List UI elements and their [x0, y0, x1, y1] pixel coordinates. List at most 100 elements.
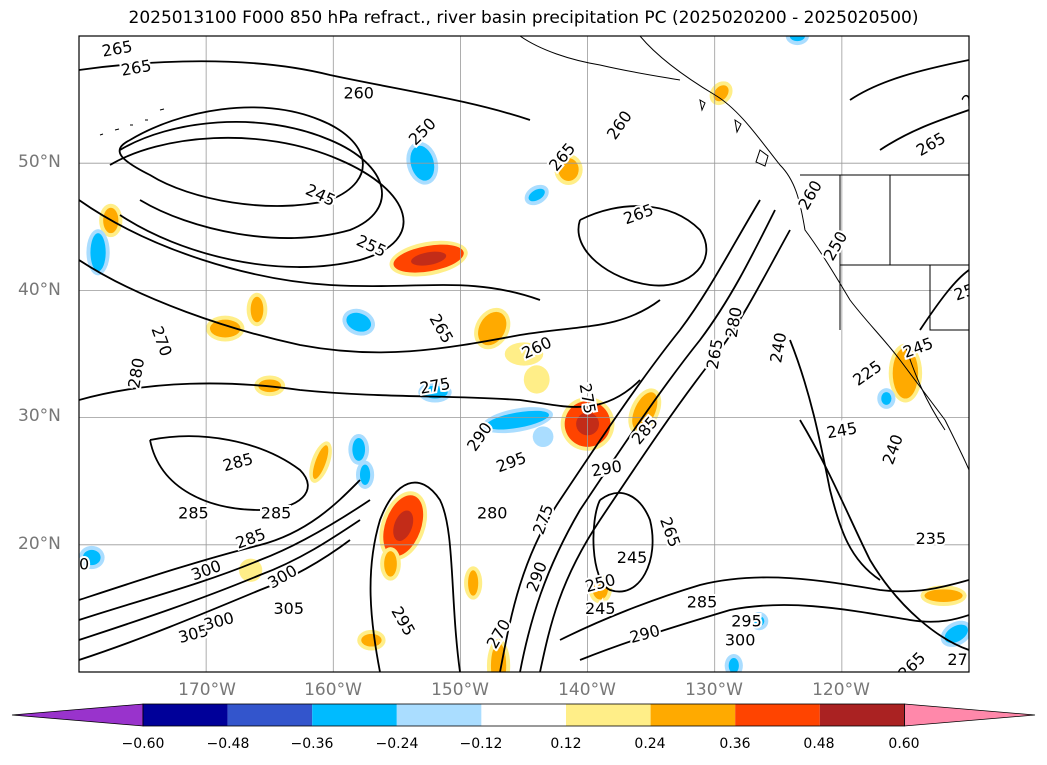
precip-core: [243, 562, 259, 578]
precip-core: [754, 616, 765, 627]
precip-core: [789, 36, 805, 42]
precip-blob: [379, 491, 428, 561]
colorbar-segment: [396, 704, 482, 726]
contour-label: 20: [69, 554, 89, 573]
precip-core: [632, 392, 658, 431]
colorbar-tick-label: −0.36: [290, 736, 334, 752]
contour-label: 285: [687, 593, 718, 612]
contour-line: [79, 519, 361, 641]
precip-blob: [464, 566, 483, 600]
contour-label: 260: [343, 84, 374, 103]
colorbar-tick-label: −0.48: [206, 736, 250, 752]
precip-core: [490, 642, 507, 672]
colorbar-tick-label: −0.60: [121, 736, 165, 752]
contour-line: [109, 136, 405, 268]
precip-core: [346, 312, 372, 332]
precip-blob: [380, 547, 401, 581]
colorbar-segment: [819, 704, 905, 726]
colorbar-tick-label: −0.24: [375, 736, 419, 752]
colorbar-segment: [227, 704, 313, 726]
precip-blob: [523, 365, 550, 394]
colorbar-tick-label: 0.60: [888, 736, 920, 752]
colorbar-segment: [312, 704, 397, 726]
precip-blob: [554, 154, 583, 186]
contour-label: 285: [261, 504, 292, 523]
colorbar-tick-label: 0.12: [550, 736, 582, 752]
precip-blob: [877, 388, 896, 409]
colorbar: [11, 703, 1036, 727]
contour-line: [789, 339, 881, 581]
contour-line: [499, 199, 761, 672]
precip-blob: [532, 426, 554, 448]
contour-line: [539, 229, 791, 672]
colorbar-outline: [142, 703, 905, 727]
precip-blob: [348, 433, 370, 465]
colorbar-over-arrow: [904, 703, 1036, 727]
precip-core: [892, 347, 919, 399]
contour-label: 305: [274, 599, 305, 618]
precip-peak: [411, 251, 447, 266]
contour-line: [79, 479, 361, 601]
contour-line: [577, 205, 708, 287]
figure-title: 2025013100 F000 850 hPa refract., river …: [128, 8, 919, 28]
contour-label: 280: [477, 504, 508, 523]
lat-tick-label: 40°N: [18, 280, 61, 300]
precip-blob: [724, 654, 743, 672]
colorbar-under-arrow: [11, 703, 144, 727]
contour-line: [559, 576, 969, 641]
north-america-coastline: [639, 36, 969, 471]
lon-tick-label: 130°W: [685, 680, 743, 700]
state-border-2: [840, 264, 969, 331]
contour-line: [579, 604, 969, 661]
colorbar-tick-label: 0.48: [803, 736, 835, 752]
colorbar-segment: [481, 704, 566, 726]
lon-tick-label: 150°W: [431, 680, 489, 700]
contour-line: [592, 492, 654, 593]
precip-core: [359, 464, 371, 486]
contour-label: 295: [731, 612, 762, 631]
lat-tick-label: 50°N: [18, 152, 61, 172]
aleutian-islands: [99, 108, 165, 136]
contour-line: [79, 379, 641, 408]
precip-core: [527, 369, 546, 390]
colorbar-segment: [735, 704, 820, 726]
lat-tick-label: 20°N: [18, 534, 61, 554]
precip-blob: [628, 388, 662, 435]
contour-line: [79, 60, 531, 121]
precip-core: [384, 551, 397, 577]
precip-blob: [309, 441, 332, 483]
precip-blob: [709, 81, 733, 106]
contour-line: [79, 259, 661, 354]
lon-tick-label: 140°W: [558, 680, 616, 700]
precip-core: [486, 410, 549, 430]
contour-line: [849, 59, 969, 101]
precip-blob: [524, 184, 549, 206]
precip-core: [468, 570, 479, 596]
precip-core: [881, 392, 892, 405]
precip-blob: [750, 612, 769, 631]
map-frame: [78, 35, 970, 673]
bc-islands: [699, 98, 769, 167]
precip-peak: [393, 510, 414, 541]
contour-label: 235: [916, 529, 947, 548]
precip-core: [528, 188, 545, 202]
contour-line: [149, 435, 309, 511]
lon-tick-label: 160°W: [304, 680, 362, 700]
baja-coastline: [904, 344, 946, 431]
precip-core: [713, 85, 729, 102]
precip-core: [728, 658, 739, 672]
precip-core: [944, 624, 968, 644]
precip-blob: [888, 343, 923, 403]
precip-core: [536, 430, 550, 444]
precip-core: [558, 158, 579, 182]
contour-label: 245: [585, 599, 616, 618]
precip-core: [312, 445, 329, 479]
contour-label: 265: [703, 337, 727, 370]
contour-line: [79, 499, 371, 621]
precip-blob: [246, 292, 268, 327]
graticule: [79, 36, 969, 672]
precip-core: [422, 385, 448, 399]
precip-core: [90, 233, 106, 272]
colorbar-segment: [566, 704, 651, 726]
alaska-coastline: [519, 36, 681, 81]
